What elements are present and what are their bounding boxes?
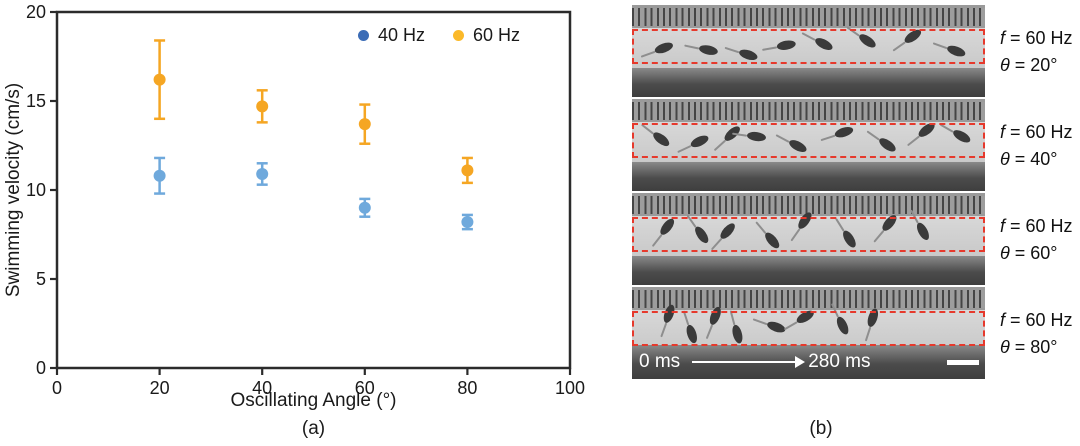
frame-photo: [632, 5, 985, 97]
legend-marker-icon: [453, 30, 465, 41]
condition-labels: f = 60 Hz θ = 40°: [1000, 119, 1080, 173]
panel-a-chart: 0 20 40 60 80 100 0 5 10 15 20 Swimming velocity (…: [3, 2, 585, 439]
ruler-ticks: [632, 102, 985, 120]
x-tick-label: 100: [555, 378, 585, 398]
x-tick-label: 40: [252, 378, 272, 398]
variable-symbol: f: [1000, 122, 1006, 142]
frame-photo: [632, 193, 985, 285]
ruler-ticks: [632, 196, 985, 214]
variable-symbol: f: [1000, 28, 1006, 48]
data-point-40Hz-80: [461, 216, 474, 229]
variable-value: = 80°: [1009, 337, 1058, 357]
variable-value: = 60 Hz: [1005, 28, 1073, 48]
y-tick-label: 5: [36, 269, 46, 289]
variable-value: = 60 Hz: [1005, 216, 1073, 236]
x-tick-label: 80: [457, 378, 477, 398]
dark-band: [632, 162, 985, 191]
variable-value: = 40°: [1009, 149, 1058, 169]
y-tick-label: 15: [26, 91, 46, 111]
timeline-arrow-icon: [692, 356, 806, 367]
plot-frame: [55, 10, 572, 370]
legend-label: 40 Hz: [378, 25, 426, 45]
dark-band: [632, 256, 985, 285]
chart-legend: 40 Hz 60 Hz: [358, 25, 520, 46]
ruler-ticks: [632, 8, 985, 26]
angle-label: θ = 80°: [1000, 334, 1080, 361]
timeline-start-label: 0 ms: [639, 351, 681, 372]
y-tick-label: 10: [26, 180, 46, 200]
ruler-band: [632, 287, 985, 310]
experiment-frame-1: f = 60 Hz θ = 20°: [632, 5, 1073, 97]
variable-value: = 20°: [1009, 55, 1058, 75]
experiment-frame-3: f = 60 Hz θ = 60°: [632, 193, 1073, 285]
frequency-label: f = 60 Hz: [1000, 213, 1080, 240]
variable-symbol: θ: [1000, 55, 1010, 75]
tracking-box: [632, 311, 985, 346]
variable-value: = 60 Hz: [1005, 122, 1073, 142]
condition-labels: f = 60 Hz θ = 20°: [1000, 25, 1080, 79]
legend-label: 60 Hz: [473, 25, 521, 45]
frequency-label: f = 60 Hz: [1000, 307, 1080, 334]
data-point-60Hz-40: [256, 100, 269, 113]
angle-label: θ = 20°: [1000, 52, 1080, 79]
condition-labels: f = 60 Hz θ = 60°: [1000, 213, 1080, 267]
scale-bar: [947, 359, 979, 365]
x-tick-label: 0: [52, 378, 62, 398]
tracking-box: [632, 217, 985, 252]
variable-value: = 60 Hz: [1005, 310, 1073, 330]
frame-photo: 0 ms 280 ms: [632, 287, 985, 379]
ruler-ticks: [632, 290, 985, 308]
timeline-overlay: 0 ms 280 ms: [639, 350, 979, 374]
x-tick-label: 20: [150, 378, 170, 398]
angle-label: θ = 60°: [1000, 240, 1080, 267]
variable-symbol: f: [1000, 216, 1006, 236]
data-point-40Hz-20: [153, 169, 166, 182]
data-point-60Hz-80: [461, 164, 474, 177]
frequency-label: f = 60 Hz: [1000, 119, 1080, 146]
data-point-40Hz-40: [256, 167, 269, 180]
tracking-box: [632, 29, 985, 64]
timeline-end-label: 280 ms: [808, 351, 871, 372]
experiment-frame-4: 0 ms 280 ms f = 60 Hz θ = 80°: [632, 287, 1073, 379]
y-axis-label: Swimming velocity (cm/s): [3, 82, 24, 298]
frequency-label: f = 60 Hz: [1000, 25, 1080, 52]
angle-label: θ = 40°: [1000, 146, 1080, 173]
panel-a-caption: (a): [301, 418, 326, 439]
data-point-60Hz-20: [153, 73, 166, 86]
y-tick-label: 20: [26, 2, 46, 22]
chart-canvas: 0 20 40 60 80 100 0 5 10 15 20: [26, 2, 585, 398]
panel-b-caption: (b): [809, 418, 833, 439]
legend-item-40Hz: 40 Hz: [358, 25, 425, 46]
experiment-frame-2: f = 60 Hz θ = 40°: [632, 99, 1073, 191]
variable-symbol: θ: [1000, 149, 1010, 169]
ruler-band: [632, 5, 985, 28]
y-tick-label: 0: [36, 358, 46, 378]
variable-symbol: θ: [1000, 337, 1010, 357]
x-axis-label: Oscillating Angle (°): [230, 390, 397, 411]
dark-band: [632, 68, 985, 97]
ruler-band: [632, 99, 985, 122]
condition-labels: f = 60 Hz θ = 80°: [1000, 307, 1080, 361]
frame-photo: [632, 99, 985, 191]
ruler-band: [632, 193, 985, 216]
x-tick-label: 60: [355, 378, 375, 398]
legend-item-60Hz: 60 Hz: [453, 25, 520, 46]
variable-symbol: θ: [1000, 243, 1010, 263]
dark-band: [632, 345, 985, 379]
legend-marker-icon: [358, 30, 369, 41]
panel-b-photos: f = 60 Hz θ = 20° f = 60 Hz θ = 40° f = 60 H…: [632, 0, 1080, 446]
variable-value: = 60°: [1009, 243, 1058, 263]
variable-symbol: f: [1000, 310, 1006, 330]
data-point-60Hz-60: [358, 118, 371, 131]
data-point-40Hz-60: [358, 201, 371, 214]
tracking-box: [632, 123, 985, 158]
